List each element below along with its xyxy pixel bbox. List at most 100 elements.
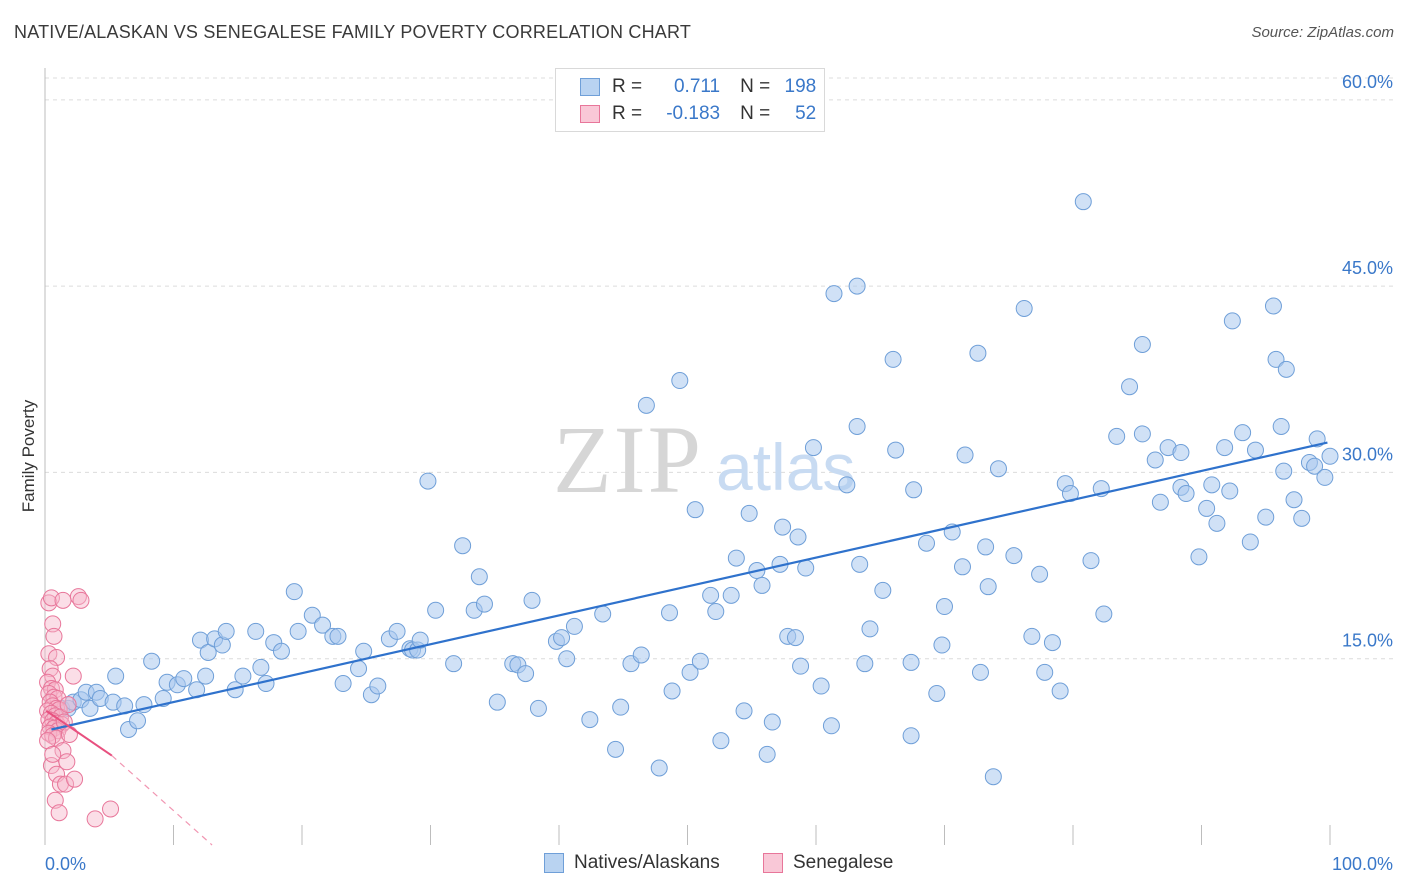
data-point-natives <box>1051 682 1069 700</box>
data-point-natives <box>1015 299 1033 317</box>
data-point-natives <box>792 657 810 675</box>
data-point-senegalese <box>60 725 78 743</box>
axes <box>44 68 1331 845</box>
data-point-natives <box>1133 425 1151 443</box>
data-point-natives <box>1172 444 1190 462</box>
data-point-natives <box>1216 439 1234 457</box>
legend-r-label: R = <box>612 76 643 97</box>
correlation-legend: R = 0.711 N = 198 R = -0.183 N = 52 <box>555 68 825 132</box>
data-point-natives <box>1321 447 1339 465</box>
bottom-swatch-blue <box>544 853 564 873</box>
legend-r-value: 0.711 <box>673 76 721 97</box>
data-point-natives <box>797 559 815 577</box>
legend-swatch-pink <box>580 105 600 123</box>
bottom-legend-senegalese-label: Senegalese <box>793 852 894 873</box>
data-point-natives <box>650 759 668 777</box>
legend-swatch-blue <box>580 78 600 96</box>
tick-labels: 15.0% 30.0% 45.0% 60.0% 0.0% 100.0% <box>45 72 1393 874</box>
legend-n-label: N = <box>740 103 771 124</box>
data-point-natives <box>1234 424 1252 442</box>
data-point-natives <box>637 396 655 414</box>
data-point-natives <box>702 586 720 604</box>
data-point-natives <box>1267 350 1285 368</box>
trend-line-natives <box>51 441 1328 731</box>
data-point-natives <box>753 576 771 594</box>
data-point-natives <box>1146 451 1164 469</box>
data-point-natives <box>289 622 307 640</box>
data-point-natives <box>953 558 971 576</box>
data-point-natives <box>1151 493 1169 511</box>
data-point-senegalese <box>40 594 58 612</box>
data-point-natives <box>129 712 147 730</box>
data-point-natives <box>977 538 995 556</box>
data-point-natives <box>928 684 946 702</box>
data-point-natives <box>969 344 987 362</box>
data-point-natives <box>217 622 235 640</box>
data-point-natives <box>1133 336 1151 353</box>
data-point-natives <box>334 675 352 693</box>
data-point-natives <box>838 476 856 494</box>
data-point-natives <box>594 605 612 623</box>
data-point-natives <box>956 446 974 464</box>
watermark-atlas: atlas <box>716 430 855 504</box>
data-point-senegalese <box>44 745 62 763</box>
gridlines <box>45 77 1395 660</box>
data-point-natives <box>1203 476 1221 494</box>
y-tick-label: 45.0% <box>1342 258 1393 278</box>
data-point-natives <box>763 713 781 731</box>
data-point-natives <box>984 768 1002 786</box>
series-natives <box>53 193 1339 786</box>
bottom-legend-senegalese: Senegalese <box>763 852 893 874</box>
data-point-natives <box>786 629 804 647</box>
data-point-natives <box>1221 482 1239 500</box>
data-point-natives <box>663 682 681 700</box>
data-point-natives <box>199 644 217 661</box>
data-point-senegalese <box>57 775 75 793</box>
data-point-senegalese <box>54 591 72 609</box>
data-point-natives <box>1308 430 1326 448</box>
data-point-natives <box>822 717 840 735</box>
data-point-natives <box>252 658 270 676</box>
legend-row-senegalese: R = -0.183 N = 52 <box>580 101 816 127</box>
data-point-natives <box>722 586 740 604</box>
data-point-natives <box>851 555 869 573</box>
data-point-natives <box>355 642 373 660</box>
legend-r-value: -0.183 <box>666 103 721 124</box>
data-point-natives <box>558 650 576 668</box>
data-point-natives <box>774 518 792 536</box>
bottom-legend-natives-label: Natives/Alaskans <box>574 852 720 873</box>
data-point-natives <box>565 617 583 635</box>
data-point-senegalese <box>50 804 68 822</box>
data-point-senegalese <box>59 696 77 714</box>
data-point-natives <box>523 591 541 609</box>
data-point-natives <box>727 549 745 567</box>
data-point-natives <box>848 417 866 435</box>
data-point-natives <box>388 622 406 640</box>
data-point-natives <box>285 583 303 601</box>
legend-n-label: N = <box>740 76 771 97</box>
data-point-natives <box>874 581 892 599</box>
data-point-natives <box>933 636 951 654</box>
x-tick-label: 100.0% <box>1332 854 1393 874</box>
data-point-natives <box>411 631 429 649</box>
y-axis-label: Family Poverty <box>19 399 38 512</box>
data-point-natives <box>1190 548 1208 566</box>
data-point-natives <box>427 601 445 619</box>
data-point-natives <box>1316 468 1334 486</box>
data-point-natives <box>1082 552 1100 570</box>
bottom-swatch-pink <box>763 853 783 873</box>
legend-r-label: R = <box>612 103 643 124</box>
legend-n-value: 198 <box>784 76 817 97</box>
data-point-natives <box>1275 462 1293 480</box>
data-point-natives <box>691 652 709 670</box>
data-point-natives <box>445 655 463 673</box>
source-label: Source: ZipAtlas.com <box>1251 24 1394 41</box>
data-point-natives <box>707 603 725 621</box>
data-point-senegalese <box>45 627 63 645</box>
data-point-natives <box>1208 514 1226 532</box>
data-point-senegalese <box>86 810 104 828</box>
data-point-natives <box>607 740 625 758</box>
bottom-legend-natives: Natives/Alaskans <box>544 852 720 874</box>
data-point-natives <box>989 460 1007 478</box>
